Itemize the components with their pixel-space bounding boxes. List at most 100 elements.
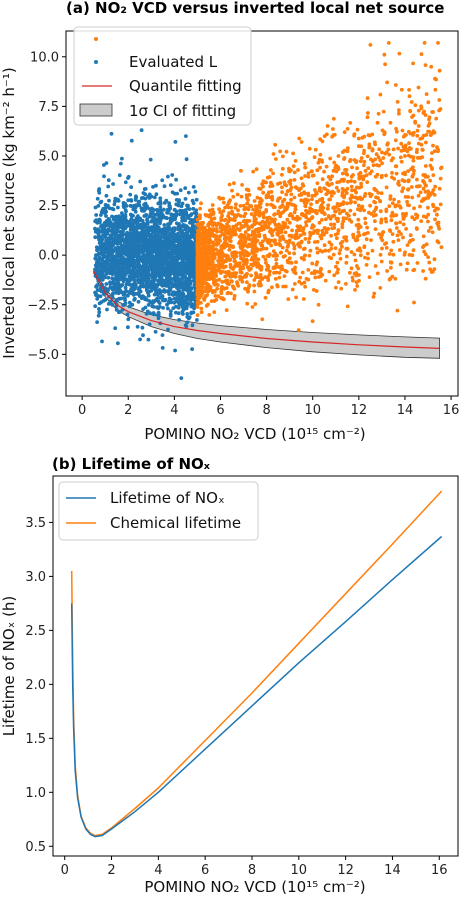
scatter-point [178, 279, 183, 284]
scatter-point [168, 256, 172, 261]
scatter-point [394, 221, 398, 226]
scatter-point [191, 206, 196, 211]
scatter-point [426, 205, 430, 210]
scatter-point [110, 295, 115, 300]
scatter-point [100, 276, 105, 281]
scatter-point [154, 192, 159, 197]
scatter-point [338, 256, 343, 261]
scatter-point [223, 236, 228, 241]
scatter-point [327, 215, 331, 219]
scatter-point [276, 265, 281, 269]
scatter-point [299, 198, 304, 203]
scatter-point [155, 218, 160, 223]
scatter-point [232, 271, 237, 276]
scatter-point [150, 268, 155, 272]
scatter-point [235, 263, 240, 268]
scatter-point [240, 279, 245, 284]
scatter-point [320, 249, 325, 254]
scatter-point [132, 247, 136, 252]
scatter-point [156, 316, 161, 321]
scatter-point [239, 194, 244, 199]
scatter-point [181, 213, 185, 218]
scatter-point [209, 212, 213, 217]
scatter-point [271, 249, 276, 254]
scatter-point [258, 266, 262, 271]
scatter-point [388, 120, 393, 125]
scatter-point [301, 297, 306, 301]
scatter-point [360, 135, 365, 140]
scatter-point [407, 141, 411, 146]
scatter-point [304, 223, 309, 228]
scatter-point [313, 147, 318, 152]
scatter-point [231, 232, 236, 236]
scatter-point [180, 217, 185, 222]
scatter-point [336, 280, 341, 284]
scatter-point [158, 221, 162, 226]
scatter-point [433, 76, 437, 81]
scatter-point [332, 191, 336, 195]
scatter-point [414, 150, 419, 155]
scatter-point [350, 275, 355, 280]
scatter-point [287, 180, 291, 184]
scatter-point [120, 258, 125, 263]
scatter-point [322, 243, 327, 248]
scatter-point [162, 201, 167, 205]
scatter-point [195, 267, 200, 271]
scatter-point [106, 270, 111, 275]
scatter-point [266, 220, 270, 224]
scatter-point [433, 184, 438, 189]
scatter-point [326, 175, 331, 179]
scatter-point [261, 212, 266, 217]
scatter-point [106, 275, 111, 280]
scatter-point [167, 265, 172, 270]
scatter-point [300, 270, 305, 275]
scatter-point [418, 190, 423, 195]
scatter-point [164, 245, 168, 250]
scatter-point [350, 165, 354, 170]
scatter-point [203, 289, 207, 294]
scatter-point [241, 244, 246, 249]
scatter-point [287, 220, 292, 225]
scatter-point [258, 221, 262, 226]
scatter-point [106, 254, 111, 259]
scatter-point [427, 117, 431, 122]
scatter-point [100, 256, 105, 261]
scatter-point [338, 241, 343, 246]
scatter-point [348, 158, 353, 162]
scatter-point [370, 148, 375, 153]
scatter-point [247, 252, 252, 257]
panel-a-legend: Evaluated L Quantile fitting 1σ CI of fi… [73, 26, 252, 126]
scatter-point [395, 129, 399, 134]
scatter-point [154, 255, 159, 260]
scatter-point [253, 204, 258, 209]
scatter-point [167, 204, 172, 208]
scatter-point [439, 245, 444, 250]
scatter-point [289, 192, 294, 197]
scatter-point [310, 319, 315, 324]
scatter-point [152, 282, 156, 287]
scatter-point [278, 250, 283, 255]
scatter-point [365, 180, 370, 185]
scatter-point [243, 286, 248, 291]
scatter-point [424, 215, 429, 220]
scatter-point [243, 239, 248, 244]
scatter-point [358, 253, 363, 258]
scatter-point [279, 267, 284, 272]
scatter-point [257, 234, 262, 239]
scatter-point [431, 143, 435, 148]
scatter-point [397, 204, 402, 208]
y-tick-label: 2.5 [25, 624, 46, 639]
scatter-point [393, 83, 398, 87]
scatter-point [140, 271, 145, 276]
scatter-point [172, 251, 177, 256]
scatter-point [435, 212, 439, 217]
scatter-point [424, 92, 429, 96]
x-tick-label: 16 [443, 403, 460, 418]
legend-lifetime-label: Lifetime of NOₓ [110, 489, 225, 507]
scatter-point [367, 144, 372, 149]
scatter-point [269, 243, 274, 248]
scatter-point [431, 188, 436, 192]
scatter-point [250, 305, 255, 309]
scatter-point [189, 304, 194, 309]
scatter-point [280, 245, 285, 250]
